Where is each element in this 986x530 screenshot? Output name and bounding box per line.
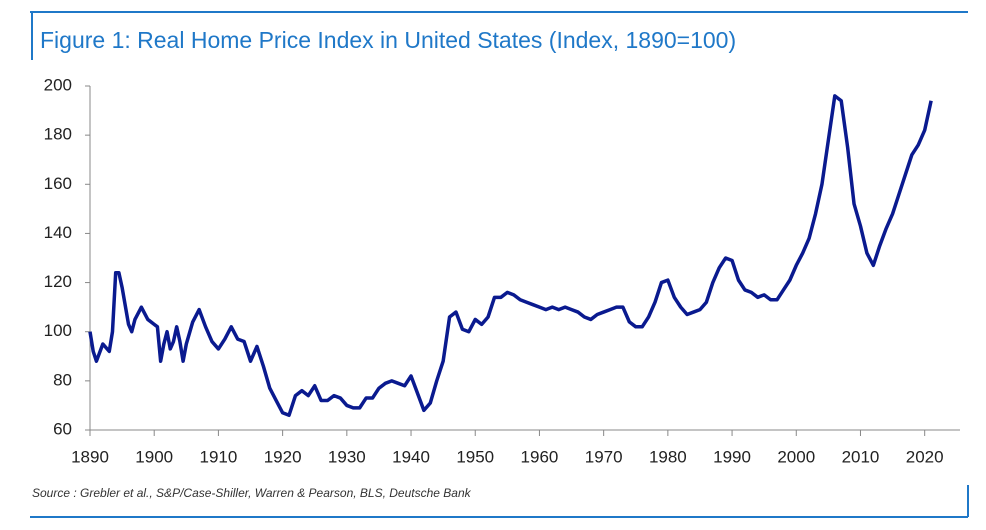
x-tick-label: 1990 (713, 447, 751, 466)
y-tick-label: 140 (44, 223, 72, 242)
x-tick-label: 1960 (521, 447, 559, 466)
y-tick-label: 120 (44, 272, 72, 291)
x-tick-label: 2000 (777, 447, 815, 466)
x-tick-label: 1910 (199, 447, 237, 466)
x-tick-label: 1940 (392, 447, 430, 466)
y-tick-label: 100 (44, 321, 72, 340)
x-tick-label: 1920 (264, 447, 302, 466)
data-line (88, 94, 933, 418)
x-tick-label: 1900 (135, 447, 173, 466)
x-tick-label: 1970 (585, 447, 623, 466)
x-tick-label: 2020 (906, 447, 944, 466)
x-tick-label: 2010 (842, 447, 880, 466)
source-note: Source : Grebler et al., S&P/Case-Shille… (32, 486, 472, 500)
y-tick-label: 200 (44, 75, 72, 94)
x-tick-label: 1980 (649, 447, 687, 466)
chart-title: Figure 1: Real Home Price Index in Unite… (40, 27, 736, 53)
y-tick-label: 60 (53, 419, 72, 438)
y-tick-label: 80 (53, 370, 72, 389)
x-tick-label: 1930 (328, 447, 366, 466)
y-tick-label: 160 (44, 174, 72, 193)
x-tick-label: 1950 (456, 447, 494, 466)
x-tick-label: 1890 (71, 447, 109, 466)
y-tick-label: 180 (44, 125, 72, 144)
